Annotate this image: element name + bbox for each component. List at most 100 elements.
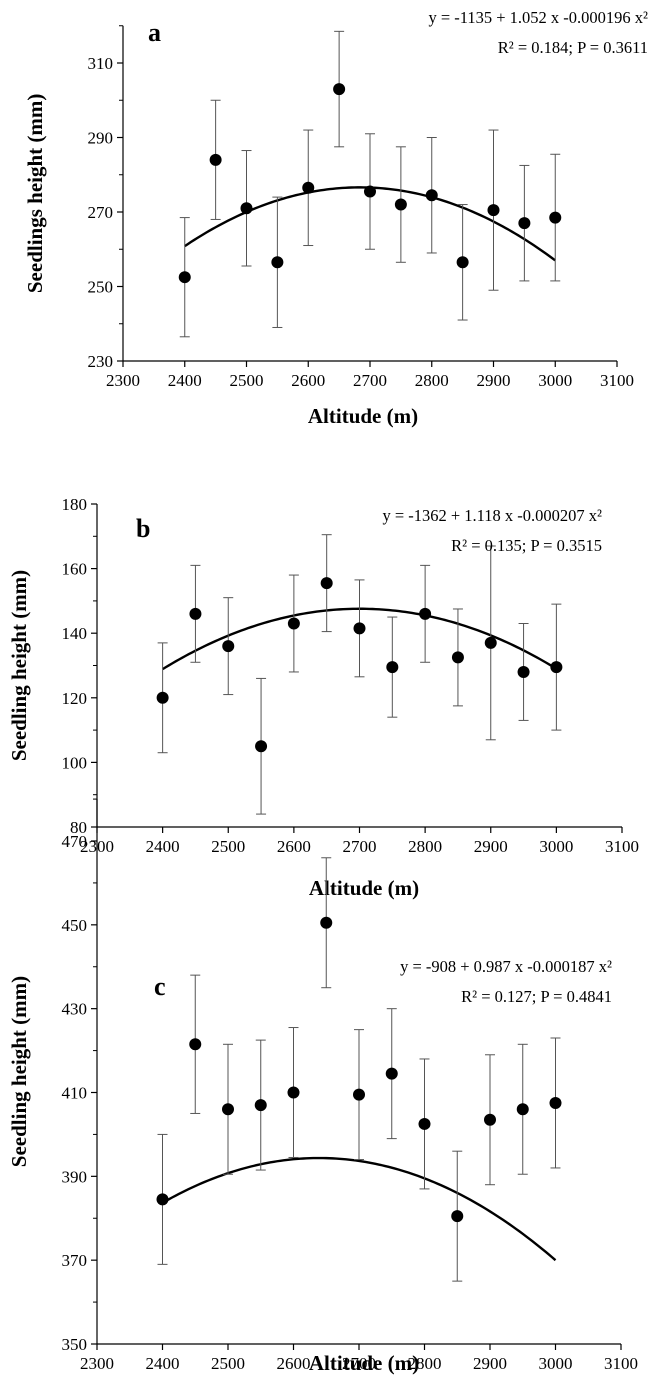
data-point	[385, 1067, 398, 1080]
data-point	[364, 185, 376, 198]
data-point	[418, 1117, 431, 1130]
data-point	[549, 1096, 562, 1109]
y-tick-label: 350	[62, 1335, 88, 1354]
y-tick-label: 180	[62, 495, 88, 514]
data-point	[456, 256, 469, 269]
x-tick-label: 2900	[473, 1354, 507, 1373]
data-point	[518, 217, 531, 230]
data-point	[425, 189, 438, 202]
x-tick-label: 2900	[474, 837, 508, 856]
y-tick-label: 250	[88, 278, 114, 297]
data-point	[254, 1099, 267, 1112]
data-point	[484, 1113, 496, 1126]
x-tick-label: 2800	[408, 837, 442, 856]
data-point	[517, 665, 530, 678]
panel-c: 2300 2400 2500 2600 2700 2800 2900 3000 3100 350 3…	[7, 798, 638, 1375]
x-tick-label: 2400	[146, 1354, 180, 1373]
y-axis-title: Seedling height (mm)	[7, 976, 31, 1167]
x-tick-label: 2700	[343, 837, 377, 856]
y-tick-label: 390	[62, 1167, 88, 1186]
x-axis-title: Altitude (m)	[308, 404, 418, 428]
x-tick-label: 2600	[277, 1354, 311, 1373]
x-tick-label: 2700	[342, 1354, 376, 1373]
x-tick-label: 2600	[291, 371, 325, 390]
y-tick-label: 290	[88, 129, 114, 148]
x-tick-label: 2500	[230, 371, 264, 390]
x-tick-label: 2800	[415, 371, 449, 390]
data-point	[240, 202, 253, 215]
x-tick-label: 2500	[211, 1354, 245, 1373]
data-point	[189, 607, 202, 620]
x-tick-label: 2500	[211, 837, 245, 856]
data-point	[333, 83, 346, 96]
regression-stats: R² = 0.127; P = 0.4841	[461, 987, 612, 1006]
regression-equation: y = -908 + 0.987 x -0.000187 x²	[400, 957, 612, 976]
x-tick-label: 3000	[539, 837, 573, 856]
regression-stats: R² = 0.184; P = 0.3611	[498, 38, 648, 57]
data-point	[353, 1088, 365, 1101]
panel-b: 2300 2400 2500 2600 2700 2800 2900 3000 31008010…	[7, 495, 639, 900]
regression-equation: y = -1362 + 1.118 x -0.000207 x²	[382, 506, 602, 525]
y-tick-label: 100	[62, 753, 88, 772]
data-point	[222, 640, 235, 653]
x-tick-label: 2800	[408, 1354, 442, 1373]
data-point	[302, 181, 315, 194]
data-point	[320, 577, 333, 590]
data-point	[209, 153, 222, 166]
data-point	[255, 740, 268, 753]
data-point	[178, 271, 191, 284]
data-point	[156, 1193, 169, 1206]
fit-curve	[161, 1156, 557, 1262]
panel-a: 2300 2400 2500 2600 2700 2800 2900 3000 3100 230 2…	[23, 8, 648, 428]
x-tick-label: 3000	[538, 371, 572, 390]
data-point	[487, 204, 500, 217]
y-tick-label: 470	[62, 832, 88, 851]
x-tick-label: 2600	[277, 837, 311, 856]
y-tick-label: 450	[62, 916, 88, 935]
x-axis-title: Altitude (m)	[309, 876, 419, 900]
data-point	[394, 198, 407, 211]
regression-equation: y = -1135 + 1.052 x -0.000196 x²	[428, 8, 648, 27]
x-tick-label: 2400	[168, 371, 202, 390]
data-point	[353, 622, 366, 635]
x-tick-label: 2700	[353, 371, 387, 390]
y-tick-label: 120	[62, 689, 88, 708]
y-axis-title: Seedling height (mm)	[7, 570, 31, 761]
x-tick-label: 3100	[600, 371, 634, 390]
data-point	[386, 661, 399, 674]
data-point	[222, 1103, 234, 1116]
y-tick-label: 270	[88, 203, 114, 222]
y-tick-label: 160	[62, 560, 88, 579]
data-point	[287, 617, 300, 630]
panel-letter: c	[154, 972, 166, 1001]
x-tick-label: 3100	[605, 837, 639, 856]
x-axis-title: Altitude (m)	[309, 1351, 419, 1375]
y-tick-label: 140	[62, 624, 88, 643]
y-tick-label: 370	[62, 1251, 88, 1270]
data-point	[271, 256, 284, 269]
y-axis-title: Seedlings height (mm)	[23, 94, 47, 294]
data-point	[451, 1210, 464, 1223]
panel-letter: a	[148, 18, 161, 47]
data-point	[451, 651, 464, 664]
x-tick-label: 3100	[604, 1354, 638, 1373]
y-tick-label: 430	[62, 1000, 88, 1019]
data-point	[549, 211, 562, 224]
x-tick-label: 2900	[477, 371, 511, 390]
y-tick-label: 310	[88, 54, 114, 73]
data-point	[484, 636, 497, 649]
data-point	[156, 691, 169, 704]
x-tick-label: 2400	[146, 837, 180, 856]
regression-stats: R² = 0.135; P = 0.3515	[451, 536, 602, 555]
data-point	[320, 916, 333, 929]
data-point	[189, 1038, 202, 1051]
data-point	[419, 607, 432, 620]
x-tick-label: 3000	[539, 1354, 573, 1373]
y-tick-label: 80	[70, 818, 87, 837]
panel-letter: b	[136, 514, 150, 543]
data-point	[550, 661, 563, 674]
data-point	[287, 1086, 300, 1099]
x-tick-label: 2300	[106, 371, 140, 390]
y-tick-label: 410	[62, 1084, 88, 1103]
